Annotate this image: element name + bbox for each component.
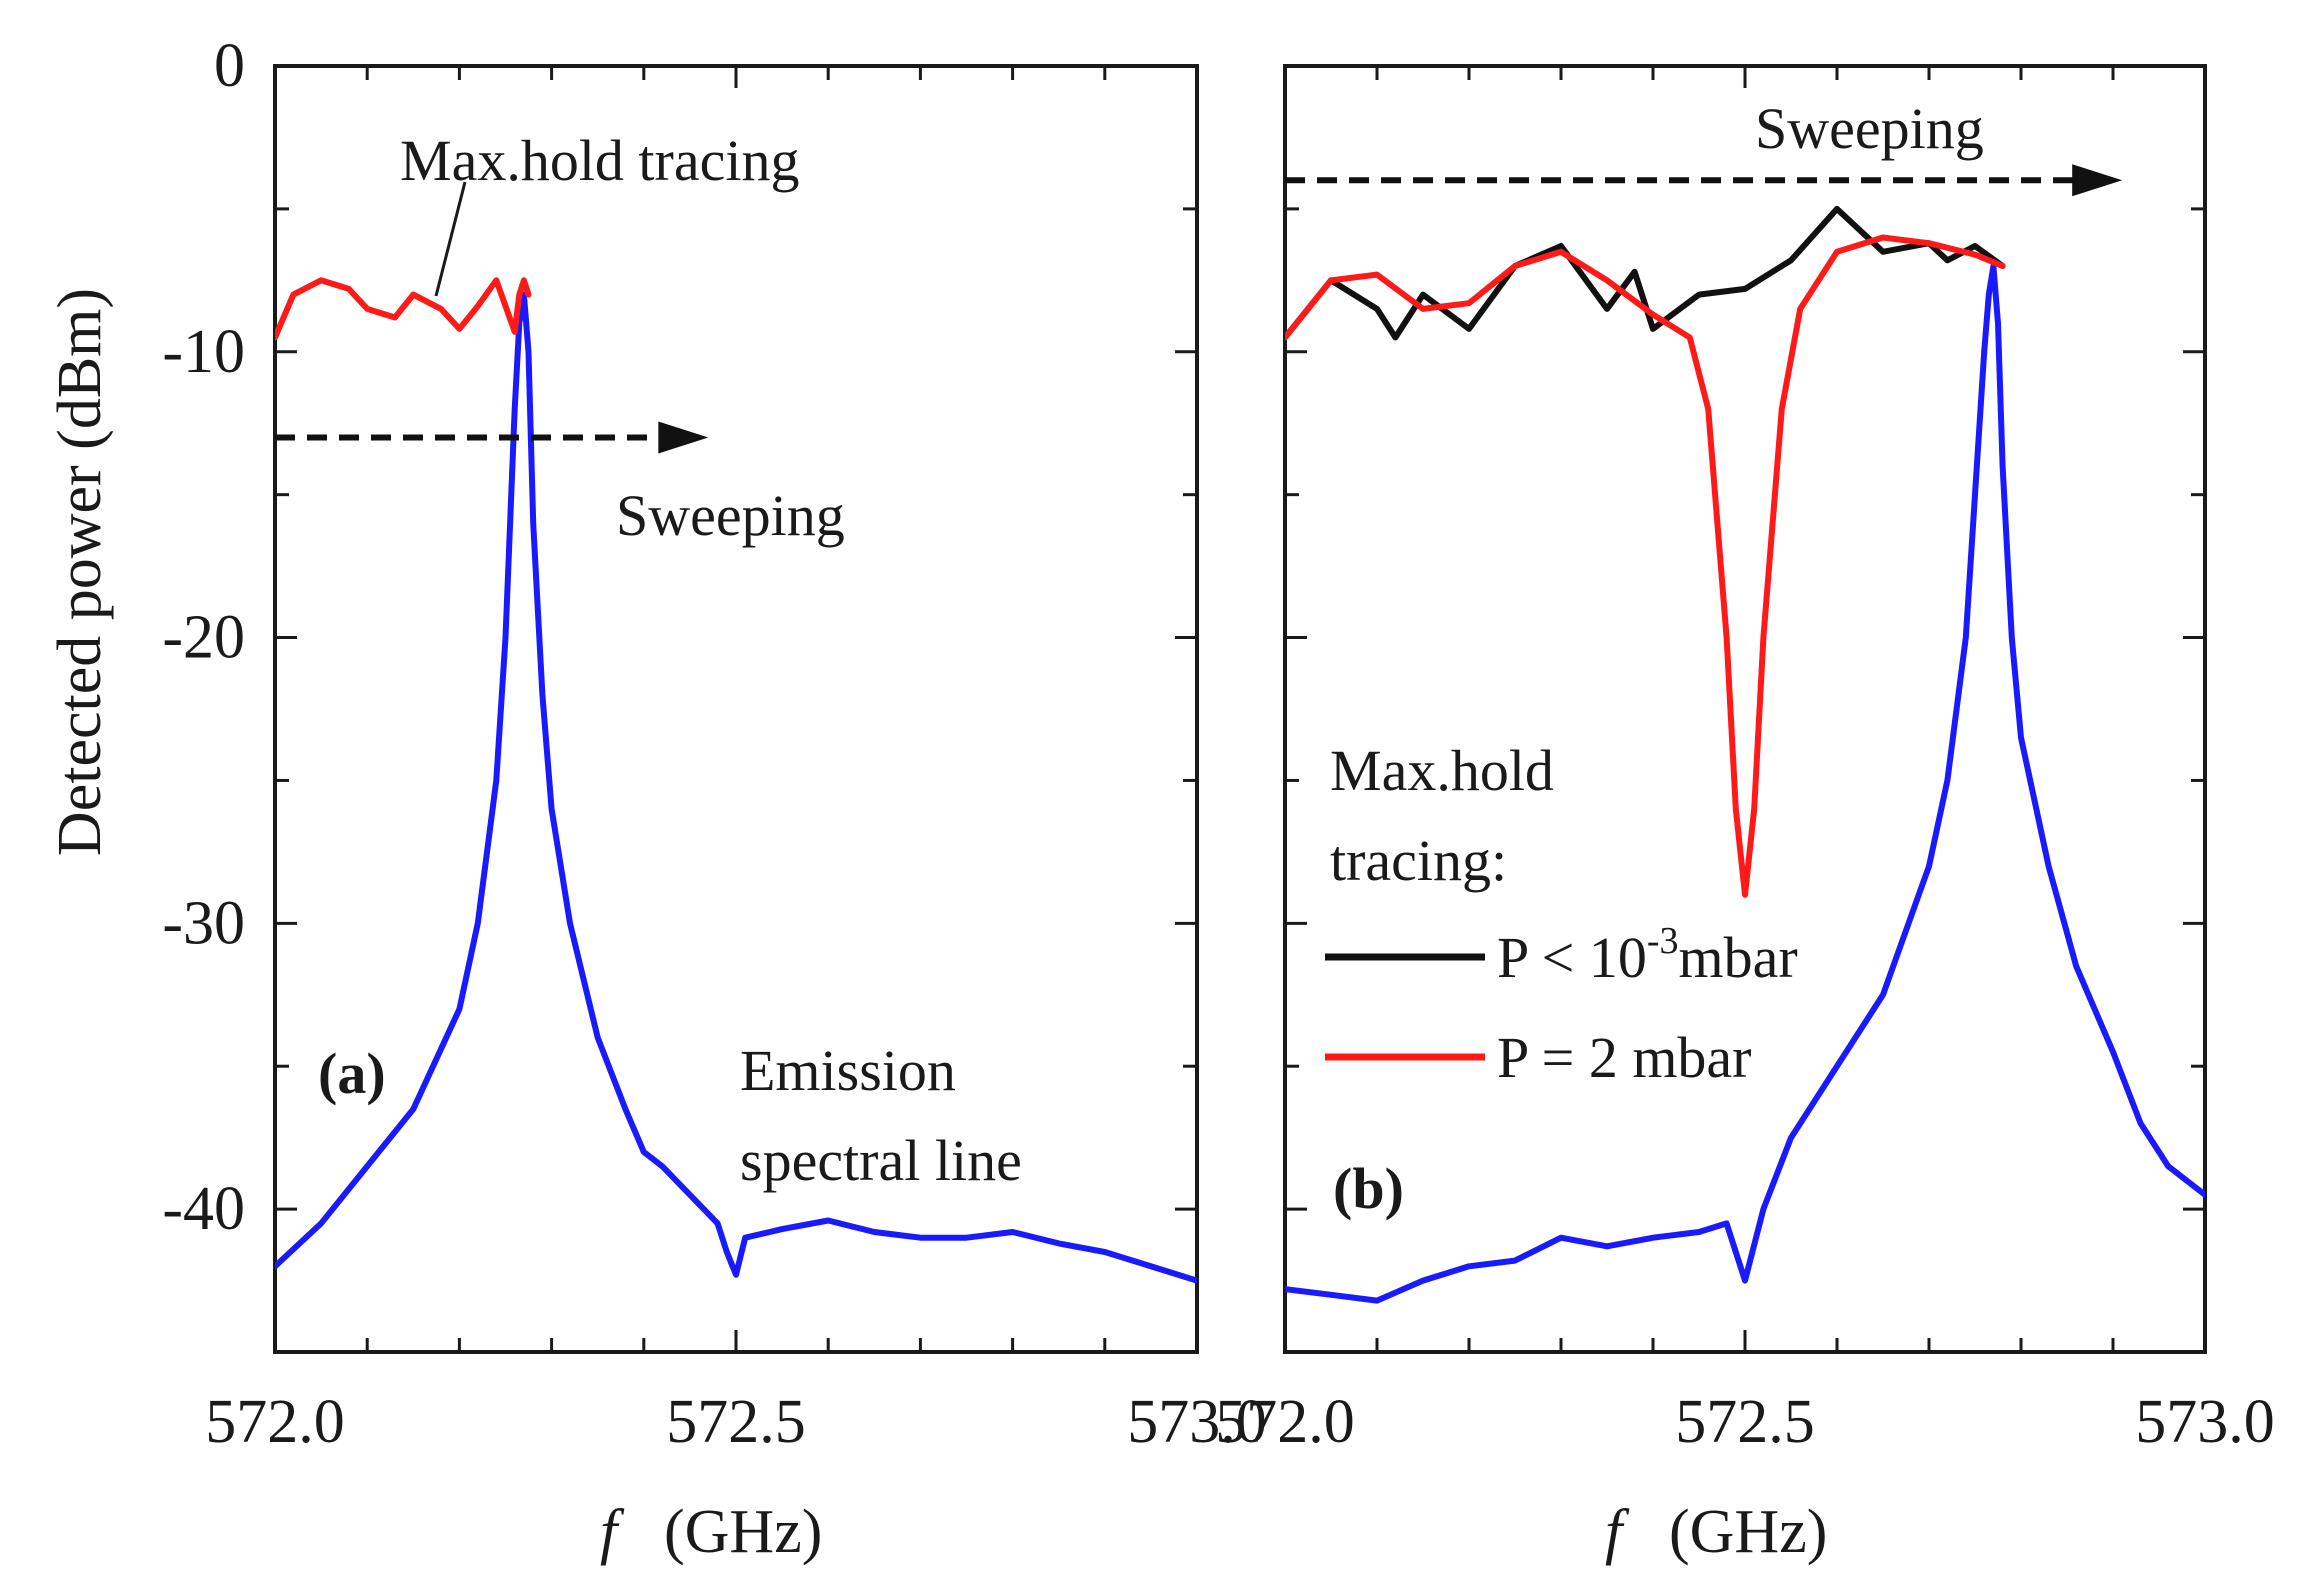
series-p-10-3-mbar <box>1285 205 2006 341</box>
panel-a-frame <box>273 64 1199 1354</box>
legend-label-black: P < 10-3mbar <box>1497 920 1798 990</box>
panel-label-b: (b) <box>1333 1156 1404 1221</box>
legend-label-black-sup: -3 <box>1647 920 1679 962</box>
panel-a-tick-labels: 572.0 572.5 573.0 0 -10 -20 -30 -40 <box>162 32 1266 1456</box>
y-tick-label: -20 <box>162 604 245 672</box>
x-tick-label: 572.5 <box>1675 1388 1815 1456</box>
legend-label-black-main: P < 10 <box>1497 925 1647 990</box>
legend-title-line1: Max.hold <box>1330 738 1554 803</box>
y-axis-title: Detected power (dBm) <box>46 288 114 856</box>
x-axis-title-b-unit: (GHz) <box>1669 1498 1827 1566</box>
x-axis-title-a-italic: f <box>600 1498 625 1566</box>
y-tick-label: -40 <box>162 1175 245 1243</box>
panel-a-ticks <box>273 64 1199 1352</box>
legend-title-line2: tracing: <box>1330 828 1507 893</box>
series-p-2-mbar <box>1285 234 2006 898</box>
panel-a-series <box>275 277 1197 1284</box>
x-tick-label: 573.0 <box>2135 1388 2275 1456</box>
legend-label-red: P = 2 mbar <box>1497 1025 1752 1090</box>
legend-label-black-tail: mbar <box>1678 925 1797 990</box>
annotation-emission-line1: Emission <box>740 1038 956 1103</box>
panel-label-a: (a) <box>318 1041 386 1106</box>
x-tick-label: 572.0 <box>1215 1388 1355 1456</box>
sweep-arrow-a-head <box>658 421 709 454</box>
panel-b-series <box>1285 205 2205 1304</box>
annotation-max-hold: Max.hold tracing <box>400 128 799 193</box>
y-tick-label: -30 <box>162 889 245 957</box>
legend: Max.hold tracing: P < 10-3mbar P = 2 mba… <box>1325 738 1798 1090</box>
max-hold-leader-line <box>434 181 467 297</box>
annotation-sweeping-b: Sweeping <box>1755 96 1984 161</box>
annotation-emission-line2: spectral line <box>740 1128 1022 1193</box>
x-tick-label: 573.0 <box>1127 1388 1267 1456</box>
x-tick-label: 572.0 <box>205 1388 345 1456</box>
y-tick-label: 0 <box>214 32 245 100</box>
panel-b: 572.0 572.5 573.0 Sweeping Max.hold tracin… <box>1215 64 2275 1566</box>
series-emission-spectral-line <box>1285 263 2205 1304</box>
panel-b-tick-labels: 572.0 572.5 573.0 <box>1215 1388 2275 1456</box>
series-emission-spectral-line <box>275 291 1197 1284</box>
annotation-sweeping-a: Sweeping <box>616 483 845 548</box>
x-axis-title-a-unit: (GHz) <box>664 1498 822 1566</box>
panel-b-frame <box>1283 64 2207 1354</box>
panel-b-ticks <box>1283 64 2207 1352</box>
x-axis-title-b-italic: f <box>1605 1498 1630 1566</box>
x-tick-label: 572.5 <box>666 1388 806 1456</box>
panel-a: 572.0 572.5 573.0 0 -10 -20 -30 -40 Max.hold tr… <box>162 32 1266 1566</box>
y-tick-label: -10 <box>162 318 245 386</box>
series-max-hold-tracing <box>275 277 532 341</box>
sweep-arrow-b-head <box>2072 164 2123 197</box>
